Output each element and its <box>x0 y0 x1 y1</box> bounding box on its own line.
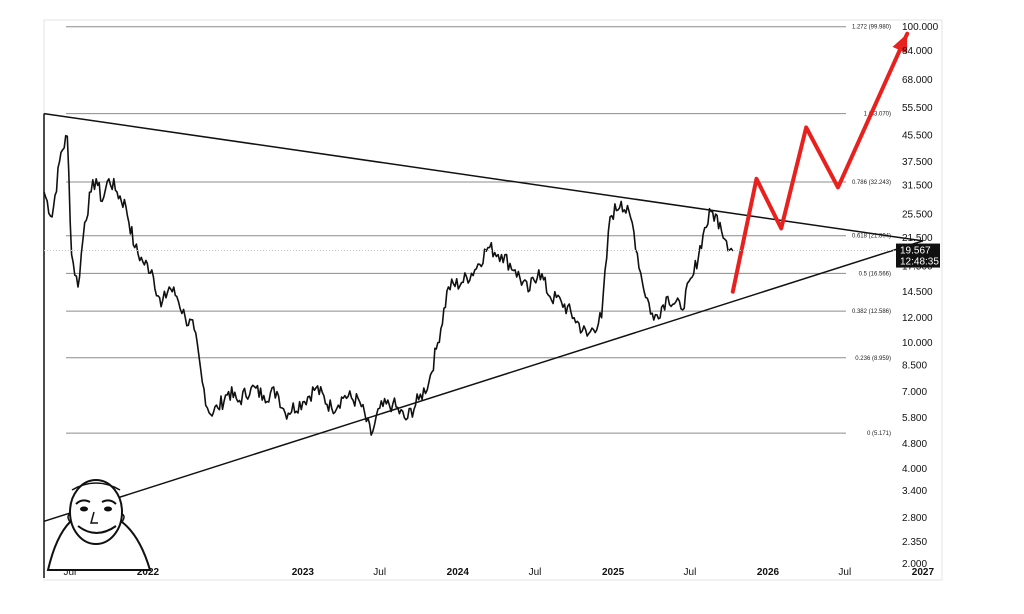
x-tick-label-0: Jul <box>63 567 76 578</box>
current-price-badge-bg <box>896 243 940 268</box>
current-price-countdown: 12:48:35 <box>900 257 939 268</box>
x-tick-label-9: Jul <box>838 567 851 578</box>
x-axis: Jul 2022 2023 Jul 2024 Jul 2025 Jul 2026 Jul 2027 <box>63 567 934 578</box>
projection-path <box>730 31 910 294</box>
y-tick-label-19: 2.800 <box>902 513 927 524</box>
y-tick-label-2: 68.000 <box>902 75 933 86</box>
fib-label-0: 1.272 (99.980) <box>852 25 891 31</box>
x-tick-label-1: 2022 <box>137 567 160 578</box>
projection-arrowhead <box>892 33 908 54</box>
x-tick-label-10: 2027 <box>912 567 935 578</box>
fib-label-3: 0.618 (21.804) <box>852 234 891 240</box>
y-tick-label-10: 14.500 <box>902 287 933 298</box>
fib-levels: 1.272 (99.980) 1 (53.070) 0.786 (32.243) 0.… <box>66 25 891 437</box>
y-tick-label-12: 10.000 <box>902 338 933 349</box>
price-series <box>43 134 734 436</box>
y-tick-label-7: 25.500 <box>902 210 933 221</box>
y-tick-label-0: 100.000 <box>902 22 939 33</box>
fib-label-4: 0.5 (16.566) <box>859 271 891 277</box>
meme-face-icon <box>46 479 152 571</box>
y-tick-label-6: 31.500 <box>902 181 933 192</box>
y-tick-label-18: 3.400 <box>902 486 927 497</box>
y-tick-label-15: 5.800 <box>902 413 927 424</box>
x-tick-label-7: Jul <box>684 567 697 578</box>
y-tick-label-14: 7.000 <box>902 387 927 398</box>
fib-label-1: 1 (53.070) <box>864 112 891 118</box>
fib-label-6: 0.236 (8.959) <box>855 356 891 362</box>
x-tick-label-2: 2023 <box>292 567 315 578</box>
current-price-value: 19.567 <box>900 246 931 257</box>
fib-label-2: 0.786 (32.243) <box>852 180 891 186</box>
x-tick-label-6: 2025 <box>602 567 625 578</box>
y-tick-label-17: 4.000 <box>902 464 927 475</box>
x-tick-label-4: 2024 <box>447 567 470 578</box>
y-tick-label-1: 84.000 <box>902 46 933 57</box>
fib-label-5: 0.382 (12.586) <box>852 309 891 315</box>
y-tick-label-11: 12.000 <box>902 313 933 324</box>
y-tick-label-21: 2.000 <box>902 559 927 570</box>
x-tick-label-5: Jul <box>529 567 542 578</box>
price-line <box>43 134 734 436</box>
x-tick-label-8: 2026 <box>757 567 780 578</box>
fib-label-7: 0 (5.171) <box>867 431 891 437</box>
y-tick-label-13: 8.500 <box>902 360 927 371</box>
y-tick-label-3: 55.500 <box>902 103 933 114</box>
y-tick-label-5: 37.500 <box>902 157 933 168</box>
y-tick-label-4: 45.500 <box>902 130 933 141</box>
y-tick-label-8: 21.500 <box>902 233 933 244</box>
y-tick-label-16: 4.800 <box>902 439 927 450</box>
trendline-1 <box>43 240 924 523</box>
projection-line <box>730 31 910 294</box>
x-tick-label-3: Jul <box>373 567 386 578</box>
y-tick-label-20: 2.350 <box>902 537 927 548</box>
